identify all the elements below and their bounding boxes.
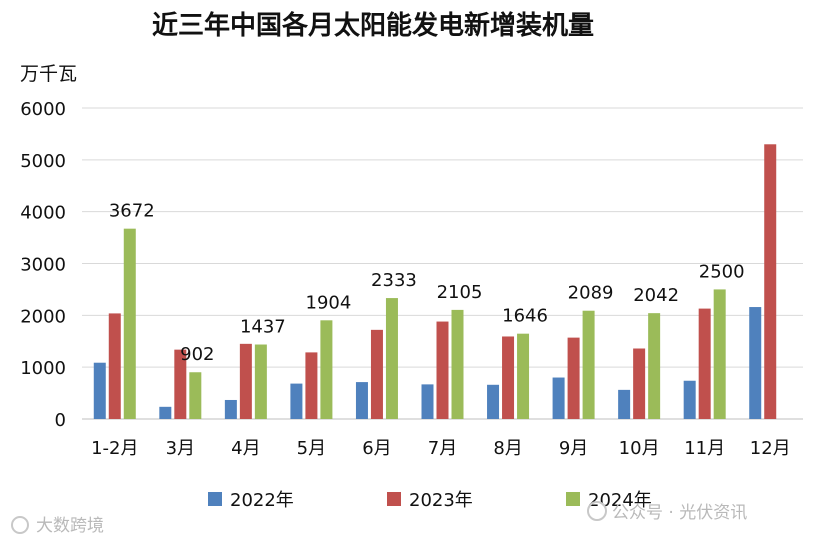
- y-tick-label: 1000: [20, 358, 66, 379]
- bar-2022年-8月: [487, 384, 500, 419]
- legend-swatch-2022年: [208, 492, 222, 506]
- x-tick-label: 12月: [750, 438, 791, 459]
- bar-2024年-5月: [320, 320, 333, 419]
- data-label: 2089: [568, 283, 614, 304]
- legend-swatch-2024年: [566, 492, 580, 506]
- bar-2022年-9月: [552, 377, 565, 419]
- bar-2022年-11月: [683, 380, 696, 419]
- chart-title: 近三年中国各月太阳能发电新增装机量: [152, 10, 594, 41]
- bar-2022年-3月: [159, 406, 172, 419]
- watermark-logo-icon: [11, 516, 29, 534]
- x-tick-label: 9月: [559, 438, 588, 459]
- legend: 2022年 2023年 2024年: [208, 490, 652, 511]
- data-label: 2105: [437, 282, 483, 303]
- bar-2023年-10月: [633, 348, 646, 419]
- bar-2023年-9月: [567, 337, 580, 419]
- bar-2023年-3月: [174, 349, 187, 419]
- bar-2024年-6月: [385, 298, 398, 419]
- data-label: 2500: [699, 261, 745, 282]
- bars: [93, 144, 777, 420]
- watermark-right-text: 公众号 · 光伏资讯: [612, 503, 747, 523]
- y-tick-label: 5000: [20, 151, 66, 172]
- x-tick-label: 1-2月: [91, 438, 138, 459]
- bar-2023年-7月: [436, 321, 449, 419]
- x-tick-label: 6月: [362, 438, 391, 459]
- y-tick-label: 4000: [20, 203, 66, 224]
- legend-swatch-2023年: [387, 492, 401, 506]
- data-label: 1437: [240, 317, 286, 338]
- bar-2022年-6月: [355, 382, 368, 419]
- x-tick-label: 5月: [297, 438, 326, 459]
- bar-2024年-4月: [254, 344, 267, 419]
- data-label: 2042: [633, 285, 679, 306]
- gridlines: [82, 107, 803, 420]
- bar-2022年-1-2月: [93, 362, 106, 419]
- x-tick-label: 4月: [231, 438, 260, 459]
- y-tick-label: 2000: [20, 306, 66, 327]
- bar-2023年-12月: [764, 144, 777, 420]
- x-tick-labels: 1-2月 3月 4月 5月 6月 7月 8月 9月 10月 11月 12月: [91, 438, 791, 459]
- bar-2023年-5月: [305, 352, 318, 419]
- bar-2023年-6月: [370, 329, 383, 419]
- bar-2024年-8月: [517, 333, 530, 419]
- x-tick-label: 10月: [619, 438, 660, 459]
- x-tick-label: 11月: [684, 438, 725, 459]
- bar-2022年-12月: [749, 307, 762, 419]
- data-label: 1646: [502, 306, 548, 327]
- bar-2023年-8月: [502, 336, 515, 419]
- bar-2022年-10月: [618, 389, 631, 419]
- bar-2022年-4月: [224, 399, 237, 419]
- watermark-right: 公众号 · 光伏资讯: [587, 501, 747, 523]
- data-label: 3672: [109, 201, 155, 222]
- legend-label: 2022年: [230, 490, 294, 511]
- data-labels: 3672 902 1437 1904 2333 2105 1646 2089 2042 2500: [109, 201, 745, 366]
- x-tick-label: 7月: [428, 438, 457, 459]
- y-axis-unit-label: 万千瓦: [20, 63, 77, 85]
- bar-2024年-11月: [713, 289, 726, 419]
- bar-2022年-5月: [290, 383, 303, 419]
- bar-2024年-10月: [648, 313, 661, 419]
- data-label: 1904: [306, 292, 352, 313]
- bar-2022年-7月: [421, 384, 434, 419]
- watermark-left-text: 大数跨境: [36, 516, 104, 536]
- bar-2024年-7月: [451, 309, 464, 419]
- bar-2023年-11月: [698, 308, 711, 419]
- bar-2024年-1-2月: [123, 228, 136, 419]
- y-tick-label: 6000: [20, 99, 66, 120]
- bar-2024年-3月: [189, 372, 202, 419]
- bar-2024年-9月: [582, 310, 595, 419]
- y-tick-labels: 0 1000 2000 3000 4000 5000 6000: [20, 99, 66, 431]
- wechat-icon: [587, 501, 607, 521]
- y-tick-label: 3000: [20, 255, 66, 276]
- legend-label: 2023年: [409, 490, 473, 511]
- data-label: 2333: [371, 270, 417, 291]
- bar-2023年-4月: [239, 343, 252, 419]
- x-tick-label: 8月: [493, 438, 522, 459]
- x-tick-label: 3月: [166, 438, 195, 459]
- bar-2023年-1-2月: [108, 313, 121, 419]
- watermark-left: 大数跨境: [11, 516, 104, 536]
- y-tick-label: 0: [55, 410, 66, 431]
- data-label: 902: [180, 344, 214, 365]
